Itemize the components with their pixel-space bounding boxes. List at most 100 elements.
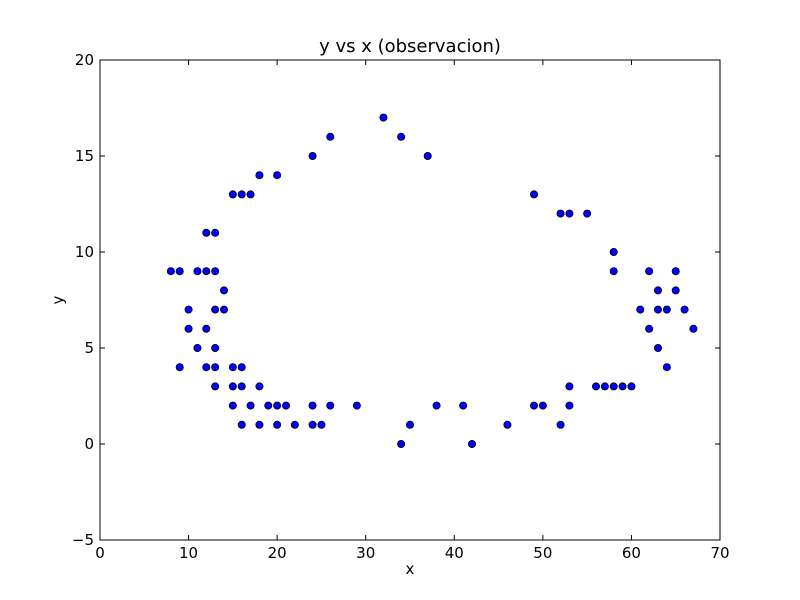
scatter-point	[618, 382, 627, 391]
scatter-point	[228, 363, 237, 372]
scatter-point	[689, 324, 698, 333]
scatter-point	[264, 401, 273, 410]
scatter-point	[379, 113, 388, 122]
scatter-point	[237, 363, 246, 372]
scatter-point	[166, 267, 175, 276]
scatter-point	[211, 382, 220, 391]
scatter-point	[397, 439, 406, 448]
scatter-point	[211, 305, 220, 314]
scatter-point	[627, 382, 636, 391]
scatter-point	[530, 401, 539, 410]
scatter-point	[467, 439, 476, 448]
scatter-point	[538, 401, 547, 410]
scatter-point	[290, 420, 299, 429]
scatter-point	[645, 267, 654, 276]
scatter-point	[237, 382, 246, 391]
y-tick-label: 15	[75, 147, 94, 165]
scatter-point	[662, 305, 671, 314]
scatter-point	[565, 401, 574, 410]
scatter-point	[326, 401, 335, 410]
y-axis-label: y	[49, 295, 67, 304]
scatter-point	[184, 324, 193, 333]
scatter-point	[255, 382, 264, 391]
scatter-point	[680, 305, 689, 314]
scatter-point	[654, 286, 663, 295]
scatter-point	[609, 267, 618, 276]
scatter-point	[202, 324, 211, 333]
scatter-point	[228, 382, 237, 391]
scatter-point	[202, 363, 211, 372]
scatter-point	[175, 363, 184, 372]
scatter-point	[609, 247, 618, 256]
x-tick-label: 40	[445, 544, 464, 562]
scatter-point	[246, 190, 255, 199]
scatter-point	[255, 171, 264, 180]
scatter-point	[211, 343, 220, 352]
points-layer	[166, 113, 698, 448]
x-tick-label: 60	[622, 544, 641, 562]
scatter-point	[211, 363, 220, 372]
scatter-point	[405, 420, 414, 429]
scatter-point	[654, 305, 663, 314]
scatter-point	[645, 324, 654, 333]
scatter-point	[671, 267, 680, 276]
chart-title: y vs x (observacion)	[319, 36, 501, 57]
y-tick-label: −5	[72, 531, 94, 549]
scatter-point	[308, 420, 317, 429]
scatter-point	[219, 305, 228, 314]
scatter-point	[273, 401, 282, 410]
scatter-point	[211, 228, 220, 237]
x-tick-label: 0	[95, 544, 105, 562]
scatter-point	[423, 151, 432, 160]
scatter-point	[459, 401, 468, 410]
scatter-point	[326, 132, 335, 141]
y-tick-label: 5	[84, 339, 94, 357]
y-tick-label: 0	[84, 435, 94, 453]
scatter-point	[228, 401, 237, 410]
scatter-point	[273, 171, 282, 180]
scatter-point	[281, 401, 290, 410]
x-axis-label: x	[406, 560, 415, 578]
scatter-point	[193, 267, 202, 276]
scatter-point	[530, 190, 539, 199]
scatter-point	[237, 420, 246, 429]
y-tick-label: 20	[75, 51, 94, 69]
plot-frame	[99, 59, 721, 541]
scatter-point	[202, 267, 211, 276]
scatter-point	[308, 401, 317, 410]
scatter-point	[211, 267, 220, 276]
scatter-point	[556, 420, 565, 429]
scatter-point	[636, 305, 645, 314]
scatter-point	[600, 382, 609, 391]
x-tick-label: 50	[533, 544, 552, 562]
scatter-point	[246, 401, 255, 410]
scatter-point	[397, 132, 406, 141]
scatter-point	[255, 420, 264, 429]
scatter-point	[184, 305, 193, 314]
scatter-point	[583, 209, 592, 218]
scatter-point	[592, 382, 601, 391]
scatter-point	[556, 209, 565, 218]
scatter-point	[654, 343, 663, 352]
scatter-point	[671, 286, 680, 295]
scatter-point	[193, 343, 202, 352]
scatter-point	[228, 190, 237, 199]
scatter-point	[565, 209, 574, 218]
scatter-point	[237, 190, 246, 199]
scatter-point	[308, 151, 317, 160]
scatter-point	[317, 420, 326, 429]
scatter-point	[202, 228, 211, 237]
x-tick-label: 20	[268, 544, 287, 562]
scatter-point	[609, 382, 618, 391]
scatter-point	[219, 286, 228, 295]
scatter-point	[352, 401, 361, 410]
scatter-point	[432, 401, 441, 410]
scatter-point	[565, 382, 574, 391]
scatter-point	[662, 363, 671, 372]
scatter-point	[503, 420, 512, 429]
x-tick-label: 70	[710, 544, 729, 562]
